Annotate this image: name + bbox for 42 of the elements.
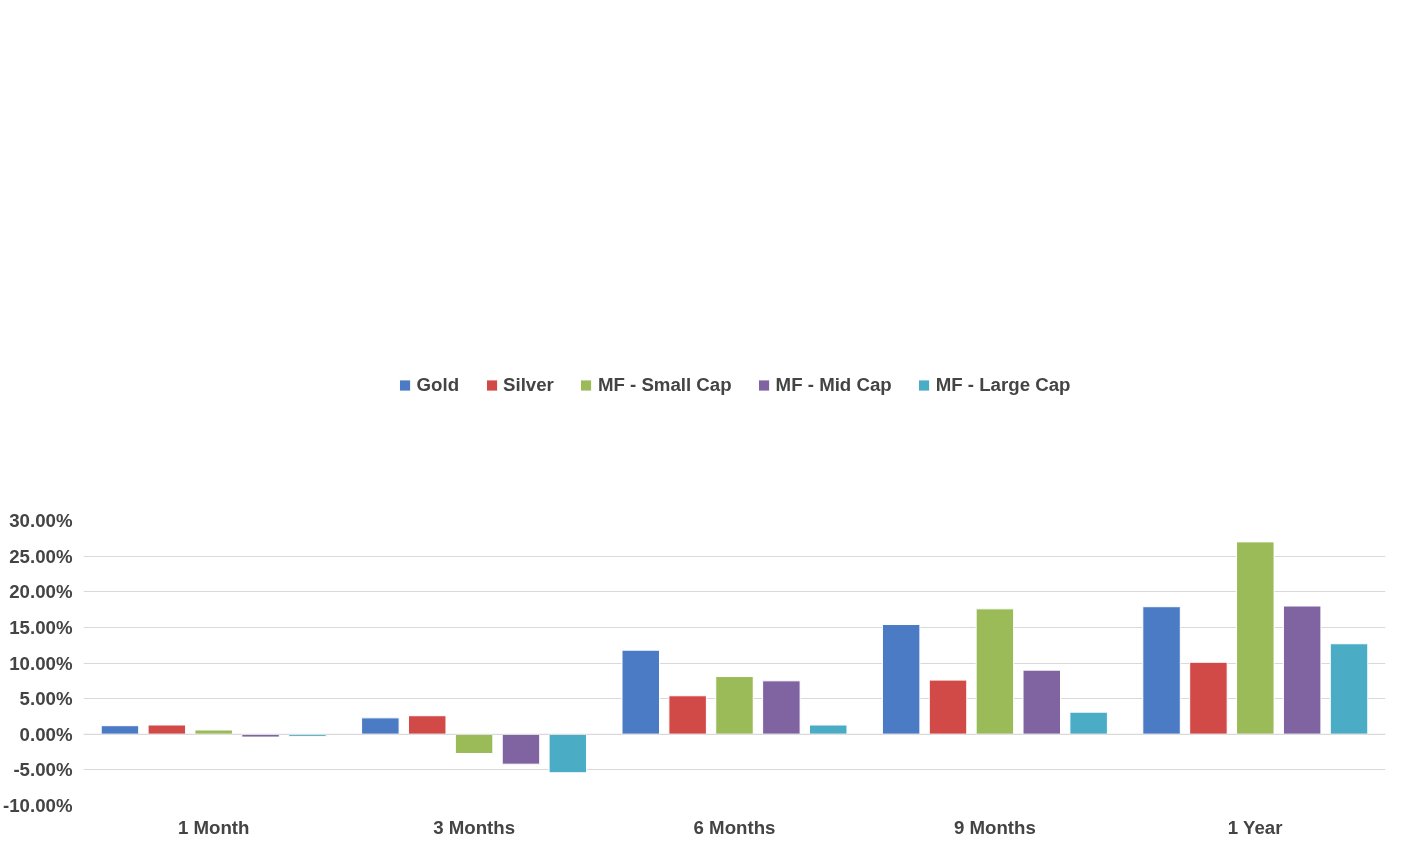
bar: [361, 717, 400, 735]
bar: [809, 724, 848, 735]
x-tick-label: 1 Month: [177, 816, 250, 838]
legend-label: MF - Small Cap: [597, 373, 732, 396]
y-tick-label: -10.00%: [3, 795, 73, 816]
bar: [454, 733, 494, 754]
bar: [928, 679, 968, 735]
legend-label: Silver: [503, 373, 554, 396]
y-tick-label: 15.00%: [9, 616, 73, 638]
y-tick-label: 5.00%: [19, 688, 73, 710]
y-tick-label: 10.00%: [9, 652, 73, 674]
x-tick-label: 3 Months: [433, 816, 516, 838]
y-tick-label: 30.00%: [9, 510, 73, 531]
bar: [100, 725, 140, 735]
bar: [762, 680, 801, 735]
bar: [1329, 643, 1369, 735]
bar: [407, 715, 447, 735]
bar: [621, 649, 660, 735]
bar: [881, 624, 921, 735]
bar: [975, 608, 1015, 735]
y-tick-label: -5.00%: [13, 759, 73, 781]
legend-label: MF - Mid Cap: [775, 373, 892, 396]
bar: [194, 729, 233, 735]
bar: [715, 676, 754, 735]
x-tick-label: 9 Months: [953, 816, 1036, 838]
bar: [1022, 669, 1062, 735]
legend-label: MF - Large Cap: [935, 373, 1071, 396]
bar: [1282, 605, 1322, 735]
bar: [1236, 541, 1275, 735]
bar: [501, 733, 541, 765]
bar: [1069, 711, 1108, 735]
legend-label: Gold: [416, 373, 460, 396]
bar: [147, 724, 187, 735]
y-tick-label: 0.00%: [19, 723, 73, 745]
bar: [1189, 661, 1228, 735]
y-tick-label: 20.00%: [9, 581, 73, 603]
y-tick-label: 25.00%: [9, 545, 73, 567]
bar: [668, 695, 707, 735]
bar: [548, 733, 588, 774]
x-tick-label: 6 Months: [693, 816, 776, 838]
x-tick-label: 1 Year: [1227, 816, 1283, 838]
bar: [1142, 606, 1181, 735]
